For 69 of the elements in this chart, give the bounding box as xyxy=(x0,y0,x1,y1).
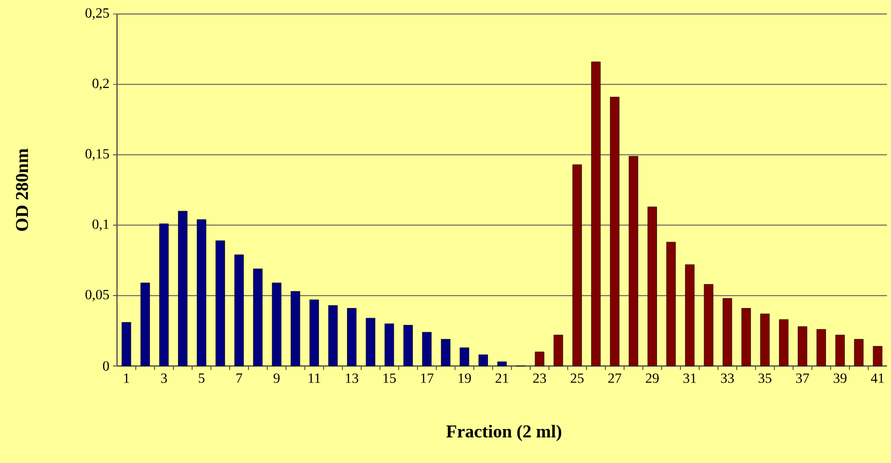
bar xyxy=(835,334,845,366)
x-tick-label: 23 xyxy=(533,374,546,383)
bar xyxy=(798,326,808,366)
bar xyxy=(234,254,244,366)
bar xyxy=(666,242,676,366)
bar xyxy=(648,206,657,366)
bar xyxy=(366,318,376,366)
bar xyxy=(159,224,169,366)
bar xyxy=(685,264,695,366)
bar xyxy=(610,96,620,366)
bar xyxy=(816,329,826,366)
bar xyxy=(534,352,544,366)
bar xyxy=(216,240,225,366)
y-tick-label: 0 xyxy=(103,361,109,371)
bar xyxy=(760,314,770,366)
x-tick-label: 13 xyxy=(346,374,358,383)
bar xyxy=(422,332,432,366)
bar xyxy=(854,339,864,366)
bar xyxy=(328,305,338,366)
x-tick-label: 11 xyxy=(308,373,320,383)
x-tick-label: 15 xyxy=(384,373,396,383)
x-tick-label: 7 xyxy=(236,374,242,383)
x-tick-label: 35 xyxy=(758,374,772,383)
bar xyxy=(591,62,601,366)
bar xyxy=(290,291,300,366)
x-tick-label: 41 xyxy=(870,373,884,383)
y-tick-label: 0,1 xyxy=(92,219,109,231)
bar xyxy=(440,339,450,366)
bar xyxy=(403,324,413,366)
bar xyxy=(140,282,150,366)
x-tick-label: 17 xyxy=(421,373,434,383)
bar xyxy=(872,346,882,366)
x-tick-label: 27 xyxy=(608,374,622,383)
x-tick-label: 33 xyxy=(721,374,734,383)
x-axis-title: Fraction (2 ml) xyxy=(446,424,562,442)
y-axis-title: OD 280nm xyxy=(16,148,28,231)
bar xyxy=(460,347,470,366)
bar xyxy=(704,284,714,366)
bar xyxy=(741,308,751,366)
x-tick-label: 39 xyxy=(834,374,846,383)
bar xyxy=(253,268,263,366)
bar xyxy=(384,324,394,366)
x-tick-label: 19 xyxy=(458,374,471,383)
bar xyxy=(722,298,732,366)
x-tick-label: 1 xyxy=(124,373,130,383)
x-tick-label: 25 xyxy=(570,374,584,383)
x-tick-label: 31 xyxy=(683,374,696,383)
bar xyxy=(628,156,638,366)
bar xyxy=(310,300,319,366)
bar xyxy=(196,219,206,366)
y-tick-label: 0,15 xyxy=(86,149,109,161)
x-tick-label: 5 xyxy=(198,374,204,383)
bar xyxy=(178,210,188,366)
bar xyxy=(478,354,488,366)
bar xyxy=(779,319,788,366)
x-tick-label: 9 xyxy=(274,374,280,383)
x-tick-label: 37 xyxy=(796,374,810,383)
x-tick-label: 29 xyxy=(646,374,659,383)
bar xyxy=(272,282,282,366)
bar xyxy=(122,322,132,366)
y-tick-label: 0,05 xyxy=(86,290,109,302)
x-tick-label: 3 xyxy=(161,374,167,383)
y-tick-label: 0,25 xyxy=(86,8,109,20)
y-tick-label: 0,2 xyxy=(92,78,109,90)
bar xyxy=(572,164,582,366)
bar xyxy=(347,308,356,366)
x-tick-label: 21 xyxy=(496,374,508,383)
bar xyxy=(497,362,507,366)
bar xyxy=(554,334,564,366)
